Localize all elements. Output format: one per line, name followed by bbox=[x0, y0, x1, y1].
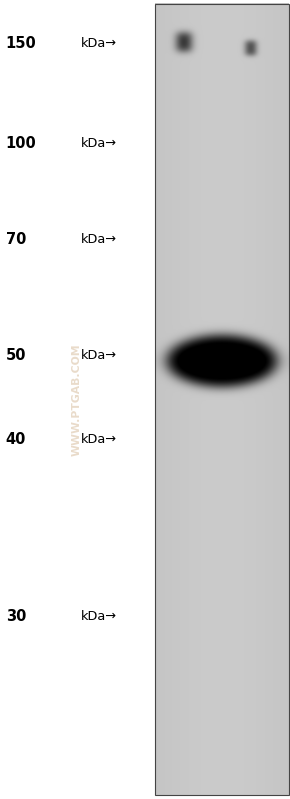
Text: kDa→: kDa→ bbox=[81, 38, 117, 50]
Text: 30: 30 bbox=[6, 610, 26, 624]
Bar bbox=[155, 4, 289, 795]
Text: 150: 150 bbox=[6, 37, 37, 51]
Text: kDa→: kDa→ bbox=[81, 349, 117, 362]
Text: WWW.PTGAB.COM: WWW.PTGAB.COM bbox=[72, 344, 82, 455]
Text: 40: 40 bbox=[6, 432, 26, 447]
Text: kDa→: kDa→ bbox=[81, 433, 117, 446]
Text: 50: 50 bbox=[6, 348, 26, 363]
Text: kDa→: kDa→ bbox=[81, 233, 117, 246]
Text: 100: 100 bbox=[6, 137, 37, 151]
Text: kDa→: kDa→ bbox=[81, 137, 117, 150]
Text: 70: 70 bbox=[6, 233, 26, 247]
Text: kDa→: kDa→ bbox=[81, 610, 117, 623]
